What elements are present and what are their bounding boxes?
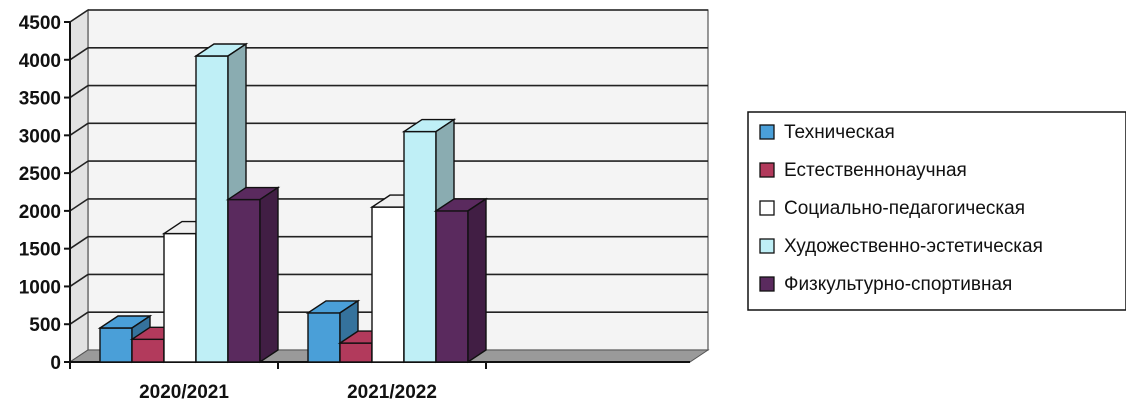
y-tick-label: 1500: [19, 240, 61, 261]
plot-side-wall: [69, 8, 89, 364]
legend-label: Естественнонаучная: [784, 160, 967, 181]
x-tick-label: 2020/2021: [139, 382, 229, 403]
bar-front: [435, 210, 469, 363]
legend-label: Художественно-эстетическая: [784, 236, 1043, 257]
bar-front: [131, 338, 165, 363]
x-tick-label: 2021/2022: [347, 382, 437, 403]
legend-swatch: [759, 276, 775, 292]
y-tick-label: 500: [29, 315, 61, 336]
gridline-side: [69, 47, 89, 61]
bar-front: [163, 232, 197, 363]
legend-box: [747, 111, 1126, 311]
legend-swatch: [759, 162, 775, 178]
bar: [225, 186, 281, 364]
legend-label: Физкультурно-спортивная: [784, 274, 1012, 295]
gridline-side: [69, 198, 89, 212]
gridline-side: [69, 273, 89, 288]
bar-side: [467, 197, 487, 364]
bar: [433, 197, 489, 364]
y-tick-label: 1000: [19, 277, 61, 298]
y-tick-label: 2000: [19, 202, 61, 223]
bar-front: [371, 206, 405, 363]
bar-front: [195, 55, 229, 363]
y-tick-label: 3500: [19, 89, 61, 110]
y-tick-label: 4000: [19, 51, 61, 72]
legend: Техническая Естественнонаучная Социально-п…: [747, 111, 1126, 311]
bar-side: [259, 186, 279, 364]
y-tick-label: 3000: [19, 126, 61, 147]
bar-front: [339, 342, 373, 363]
gridline-side: [69, 236, 89, 250]
gridline-side: [69, 84, 89, 99]
legend-swatch: [759, 124, 775, 140]
gridline-side: [69, 122, 89, 136]
y-tick-label: 0: [50, 353, 61, 374]
y-tick-label: 2500: [19, 164, 61, 185]
legend-label: Техническая: [784, 122, 895, 143]
bar-front: [227, 198, 261, 363]
bar-front: [307, 312, 341, 363]
bar-front: [403, 130, 437, 363]
y-tick-label: 4500: [19, 13, 61, 34]
bar-front: [99, 327, 133, 363]
legend-label: Социально-педагогическая: [784, 198, 1025, 219]
legend-swatch: [759, 238, 775, 254]
axes: 0 500 1000 1500 2000 2500 3000 3500 4000 4500 2020…: [19, 13, 690, 403]
gridline-side: [69, 311, 89, 325]
gridline-side: [69, 9, 89, 23]
legend-swatch: [759, 200, 775, 216]
bars: [97, 42, 489, 364]
gridline-side: [69, 160, 89, 174]
